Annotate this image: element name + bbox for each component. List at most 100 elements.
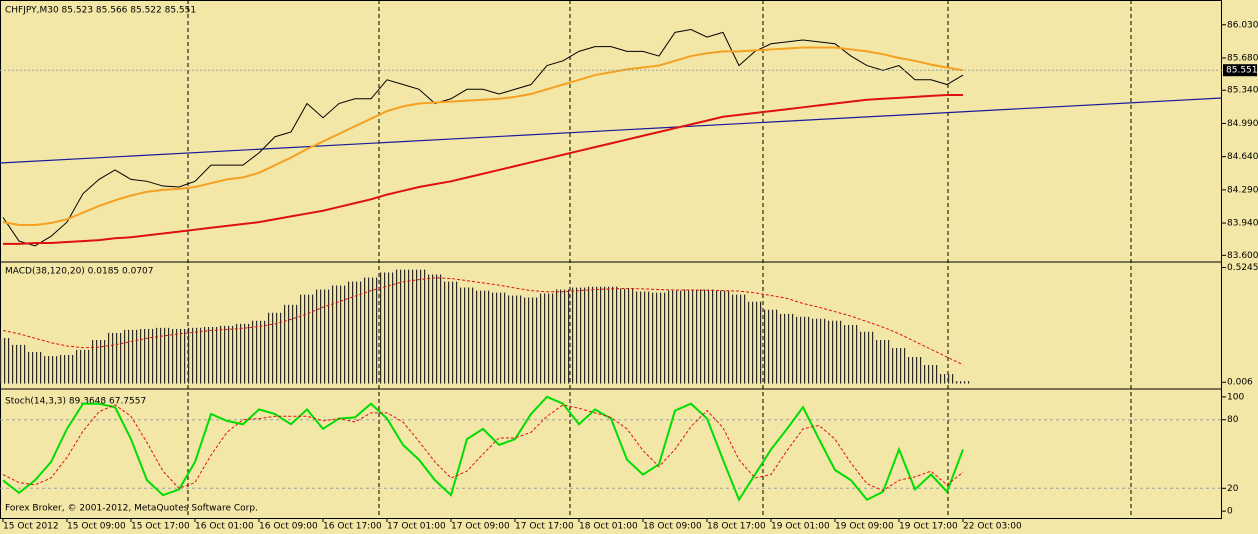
histogram-bar [43,356,59,384]
histogram-bar [91,339,107,384]
histogram-bar [267,312,283,384]
x-tick-label: 16 Oct 17:00 [323,522,382,532]
x-tick-label: 15 Oct 2012 [3,522,59,532]
price-box [1223,64,1257,77]
histogram-bar [619,288,635,384]
histogram-bar [555,289,571,384]
histogram-bar [603,286,619,384]
histogram-bar [235,323,251,384]
histogram-bar [891,347,907,384]
histogram-bar [683,289,699,384]
histogram-bar [203,326,219,384]
trendline [0,97,1223,164]
histogram-bar [747,301,763,384]
histogram-bar [939,374,955,384]
histogram-bar [923,364,939,384]
x-tick-label: 18 Oct 01:00 [579,522,638,532]
histogram-bar [379,272,395,384]
histogram-bar [779,313,795,384]
indicator-title: Stoch(14,3,3) 89.3648 67.7557 [5,397,146,407]
histogram-bar [475,290,491,384]
histogram-bar [795,316,811,384]
histogram-bar [699,289,715,384]
histogram-bar [187,327,203,384]
x-tick-label: 19 Oct 17:00 [899,522,958,532]
y-tick-label: 83.940 [1227,219,1258,229]
histogram-bar [171,328,187,384]
histogram-bar [635,291,651,384]
y-tick-label: 86.030 [1227,20,1258,30]
y-tick-label: 100 [1227,392,1244,402]
histogram-bar [571,287,587,384]
series-line [2,28,964,247]
histogram-bar [443,281,459,384]
copyright: Forex Broker, © 2001-2012, MetaQuotes So… [5,504,258,514]
frame [0,0,1222,519]
histogram-bar [283,304,299,384]
x-tick-label: 18 Oct 09:00 [643,522,702,532]
histogram-bar [491,292,507,384]
histogram-bar [139,328,155,384]
histogram-bar [331,285,347,384]
y-tick-label: 85.340 [1227,86,1258,96]
x-tick-label: 15 Oct 17:00 [131,522,190,532]
histogram-bar [843,324,859,384]
period-separators [187,0,1132,518]
x-tick-label: 17 Oct 17:00 [515,522,574,532]
histogram-bar [107,332,123,384]
histogram-bar [315,289,331,384]
series-line [2,395,964,502]
x-tick-label: 16 Oct 09:00 [259,522,318,532]
histogram-bar [219,325,235,384]
histogram-bar [875,339,891,384]
histogram-bar [763,309,779,384]
histogram-bar [251,320,267,384]
y-tick-label: 80 [1227,415,1239,425]
histogram-bar [715,290,731,384]
series-line [3,93,963,245]
y-tick-label: 85.680 [1227,53,1258,63]
histogram-bar [859,331,875,384]
x-tick-label: 16 Oct 01:00 [195,522,254,532]
histogram-bar [667,290,683,384]
x-tick-label: 18 Oct 17:00 [707,522,766,532]
histogram-bar [363,277,379,384]
x-tick-label: 19 Oct 01:00 [771,522,830,532]
y-tick-label: 84.640 [1227,152,1258,162]
histogram-bar [955,381,971,384]
histogram-bar [427,274,443,384]
histogram-bar [587,286,603,384]
histogram-bar [395,269,411,384]
y-tick-label: 0.006 [1227,378,1253,388]
histogram-bar [459,287,475,384]
series-line [2,277,964,366]
x-tick-label: 19 Oct 09:00 [835,522,894,532]
histogram-bar [27,351,43,384]
histogram-bar [75,349,91,384]
histogram-bar [155,327,171,384]
y-tick-label: 84.990 [1227,119,1258,129]
y-tick-label: 20 [1227,484,1239,494]
price-label: 85.551 [1226,66,1258,76]
histogram-bar [411,269,427,384]
y-tick-label: 83.600 [1227,251,1258,261]
y-tick-label: 0 [1227,507,1233,517]
histogram-bar [59,355,75,384]
histogram-bar [347,281,363,384]
histogram-bar [811,318,827,384]
y-tick-label: 84.290 [1227,185,1258,195]
x-tick-label: 15 Oct 09:00 [67,522,126,532]
histogram-bar [651,292,667,384]
histogram-bar [507,295,523,384]
histogram-bar [731,294,747,384]
series-line [2,404,964,492]
series-line [2,46,964,226]
chart-title: CHFJPY,M30 85.523 85.566 85.522 85.551 [5,6,196,16]
histogram-bar [0,338,11,384]
histogram-bar [123,329,139,384]
x-tick-label: 22 Oct 03:00 [963,522,1022,532]
x-tick-label: 17 Oct 09:00 [451,522,510,532]
histogram-bar [11,344,27,384]
